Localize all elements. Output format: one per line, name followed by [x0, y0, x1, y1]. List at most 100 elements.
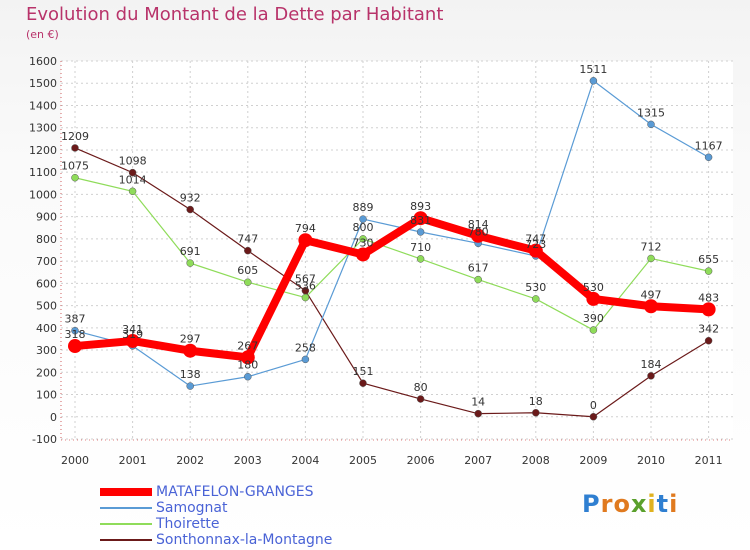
data-label: 180: [237, 359, 258, 372]
y-tick-label: 1300: [29, 122, 57, 135]
data-label: 151: [353, 365, 374, 378]
data-point: [647, 254, 655, 263]
data-label: 267: [237, 339, 258, 352]
legend-item: MATAFELON-GRANGES: [100, 484, 332, 500]
data-point: [356, 247, 370, 262]
legend-item: Sonthonnax-la-Montagne: [100, 532, 332, 548]
data-label: 814: [468, 218, 489, 231]
series-line: [74, 80, 709, 387]
data-point: [71, 326, 79, 335]
legend-swatch: [100, 488, 152, 496]
y-tick-label: 200: [36, 366, 57, 379]
data-label: 747: [525, 233, 546, 246]
y-tick-label: -100: [32, 433, 57, 446]
data-label: 1511: [579, 63, 607, 76]
x-tick-label: 2001: [119, 454, 147, 467]
data-point: [532, 409, 540, 417]
y-tick-label: 900: [36, 211, 57, 224]
data-point: [183, 343, 198, 358]
data-label: 318: [65, 328, 86, 341]
data-label: 341: [122, 323, 143, 336]
data-label: 780: [468, 225, 489, 238]
x-tick-label: 2010: [637, 454, 665, 467]
data-point: [647, 372, 655, 380]
data-label: 831: [410, 214, 431, 227]
data-label: 0: [590, 399, 597, 412]
plot-area: [61, 61, 733, 439]
legend: MATAFELON-GRANGES Samognat Thoirette Sontho…: [100, 484, 332, 548]
x-tick-label: 2011: [695, 454, 723, 467]
y-tick-label: 300: [36, 344, 57, 357]
data-label: 319: [122, 328, 143, 341]
proxiti-logo: Proxiti: [582, 490, 679, 518]
data-label: 747: [237, 233, 258, 246]
y-tick-label: 400: [36, 322, 57, 335]
data-label: 184: [641, 358, 662, 371]
data-point: [301, 293, 310, 302]
data-label: 1209: [61, 130, 89, 143]
data-point: [532, 295, 540, 303]
y-tick-label: 1500: [29, 77, 57, 90]
data-label: 297: [180, 333, 201, 346]
y-tick-label: 1400: [29, 99, 57, 112]
data-point: [704, 336, 713, 345]
y-tick-label: 1600: [29, 55, 57, 68]
data-point: [71, 144, 79, 152]
data-point: [589, 77, 598, 85]
chart-subtitle: (en €): [26, 28, 59, 41]
data-point: [244, 246, 252, 255]
data-point: [589, 413, 598, 421]
legend-swatch: [100, 539, 152, 541]
data-label: 710: [410, 241, 431, 254]
series-layer: [68, 77, 716, 421]
data-point: [471, 228, 486, 243]
data-point: [359, 379, 367, 387]
x-tick-label: 2007: [464, 454, 492, 467]
data-label: 1315: [637, 106, 665, 119]
legend-swatch: [100, 523, 152, 525]
data-point: [416, 255, 425, 263]
data-label: 723: [525, 238, 546, 251]
data-point: [416, 228, 425, 236]
data-label: 536: [295, 280, 316, 293]
data-point: [186, 259, 194, 267]
data-point: [359, 215, 367, 223]
data-label: 794: [295, 222, 316, 235]
data-point: [704, 267, 713, 275]
data-label: 342: [698, 323, 719, 336]
data-label: 1098: [119, 155, 147, 168]
data-label: 1014: [119, 173, 147, 186]
data-point: [413, 211, 428, 226]
y-tick-label: 100: [36, 389, 57, 402]
legend-swatch: [100, 507, 152, 509]
chart-title: Evolution du Montant de la Dette par Hab…: [26, 4, 444, 25]
data-point: [244, 278, 252, 286]
data-label: 655: [698, 253, 719, 266]
x-tick-label: 2002: [176, 454, 204, 467]
grid-lines: [61, 60, 733, 440]
x-tick-label: 2000: [61, 454, 89, 467]
data-point: [71, 173, 79, 182]
data-label: 730: [353, 236, 374, 249]
x-tick-label: 2006: [407, 454, 435, 467]
data-point: [474, 275, 482, 284]
y-tick-label: 1000: [29, 188, 57, 201]
data-label: 605: [237, 264, 258, 277]
data-label: 712: [641, 240, 662, 253]
y-tick-label: 1100: [29, 166, 57, 179]
y-tick-label: 600: [36, 277, 57, 290]
data-label: 1075: [61, 160, 89, 173]
data-label: 14: [471, 396, 485, 409]
legend-label: Thoirette: [156, 516, 220, 532]
axes: -100010020030040050060070080090010001100…: [29, 55, 733, 467]
x-tick-label: 2003: [234, 454, 262, 467]
data-label: 18: [529, 395, 543, 408]
data-point: [589, 326, 598, 334]
data-point: [704, 153, 713, 162]
data-point: [240, 350, 255, 365]
data-label: 497: [641, 288, 662, 301]
legend-label: MATAFELON-GRANGES: [156, 484, 314, 500]
data-label: 617: [468, 262, 489, 275]
data-point: [244, 372, 252, 381]
